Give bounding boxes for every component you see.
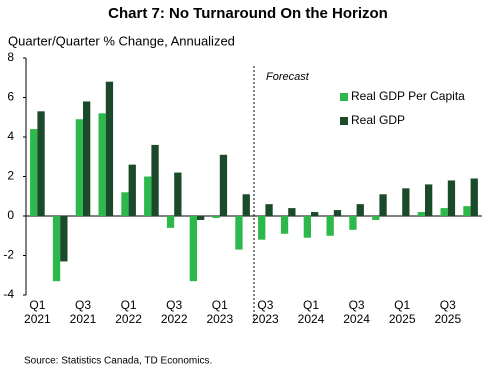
bar — [288, 208, 296, 216]
y-tick-label: 2 — [7, 169, 14, 183]
bar — [151, 144, 159, 216]
x-tick-label: Q1 2025 — [388, 298, 416, 326]
y-tick-label: 4 — [7, 129, 14, 143]
bar — [402, 188, 410, 216]
bar — [470, 178, 478, 216]
bar — [280, 216, 289, 234]
bar — [326, 216, 334, 236]
bar — [128, 164, 136, 216]
bar — [52, 216, 61, 282]
y-axis-label: Quarter/Quarter % Change, Annualized — [8, 33, 235, 48]
annotation: Forecast — [266, 71, 310, 83]
legend-swatch — [340, 117, 348, 125]
bar — [379, 194, 387, 216]
y-tick-label: -4 — [3, 287, 14, 301]
x-tick-label: Q1 2024 — [297, 298, 325, 326]
bar — [258, 216, 266, 240]
bar — [349, 216, 357, 230]
legend-label: Real GDP Per Capita — [351, 89, 465, 103]
bar — [189, 216, 197, 282]
x-tick-label: Q3 2025 — [434, 298, 462, 326]
bar — [219, 154, 228, 216]
bar — [30, 129, 38, 216]
bar — [372, 216, 380, 220]
bar — [197, 216, 205, 220]
bar — [463, 206, 471, 216]
bar — [212, 216, 220, 218]
y-tick-label: -2 — [3, 248, 14, 262]
legend-swatch — [340, 93, 348, 101]
x-tick-label: Q1 2022 — [115, 298, 142, 326]
bar — [356, 204, 364, 216]
bar — [425, 184, 433, 216]
bar — [121, 192, 129, 216]
bar — [333, 210, 342, 216]
x-tick-label: Q3 2023 — [252, 298, 279, 326]
bar — [37, 111, 45, 216]
bar — [83, 101, 91, 216]
x-tick-label: Q1 2023 — [206, 298, 234, 326]
bar — [440, 208, 448, 216]
bar — [75, 119, 83, 216]
bar — [144, 176, 152, 216]
y-tick-label: 0 — [7, 208, 14, 222]
bar — [265, 204, 273, 216]
x-tick-label: Q3 2021 — [69, 298, 97, 326]
source: Source: Statistics Canada, TD Economics. — [24, 356, 212, 367]
y-tick-label: 8 — [7, 50, 14, 64]
bar — [447, 180, 456, 216]
x-tick-label: Q3 2022 — [160, 298, 188, 326]
bar — [98, 113, 106, 216]
legend-label: Real GDP — [351, 113, 405, 127]
bar — [311, 212, 319, 216]
bar — [60, 216, 68, 262]
bar — [235, 216, 243, 250]
y-tick-label: 6 — [7, 90, 14, 104]
x-tick-label: Q3 2024 — [343, 298, 370, 326]
chart-title: Chart 7: No Turnaround On the Horizon — [108, 5, 388, 22]
bar — [303, 216, 311, 238]
bar — [242, 194, 250, 216]
x-tick-label: Q1 2021 — [24, 298, 51, 326]
bar — [174, 172, 182, 216]
bar — [166, 216, 175, 228]
bar — [417, 212, 425, 216]
bar — [105, 81, 114, 216]
